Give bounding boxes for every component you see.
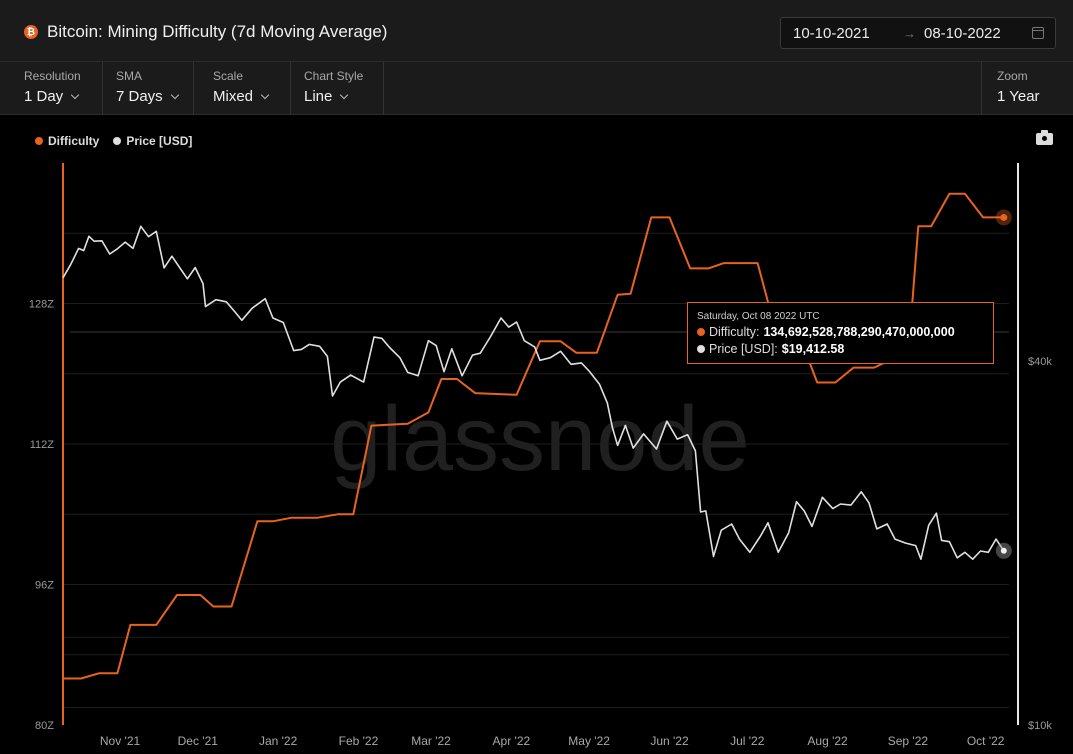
legend-swatch-price bbox=[113, 137, 122, 145]
x-tick-label: Mar '22 bbox=[411, 734, 451, 748]
tooltip-swatch-price bbox=[697, 345, 705, 353]
x-tick-label: Aug '22 bbox=[807, 734, 848, 748]
legend-label-difficulty: Difficulty bbox=[48, 134, 100, 148]
scale-label: Scale bbox=[213, 69, 244, 83]
chart-style-label: Chart Style bbox=[304, 69, 364, 83]
tooltip-difficulty-label: Difficulty: bbox=[709, 325, 760, 339]
legend-item-difficulty[interactable]: Difficulty bbox=[35, 134, 99, 148]
hover-tooltip: Saturday, Oct 08 2022 UTC Difficulty: 13… bbox=[687, 302, 994, 364]
date-range-picker[interactable]: 10-10-2021 → 08-10-2022 bbox=[780, 17, 1056, 49]
series-line-difficulty bbox=[63, 192, 1004, 680]
x-tick-label: Nov '21 bbox=[100, 734, 141, 748]
sma-label: SMA bbox=[116, 69, 143, 83]
y-tick-label: 128Z bbox=[29, 299, 54, 311]
y-tick-label: 96Z bbox=[35, 580, 54, 592]
series-line-price bbox=[62, 225, 1005, 560]
y-tick-label: 80Z bbox=[35, 720, 54, 732]
tooltip-difficulty-value: 134,692,528,788,290,470,000,000 bbox=[763, 325, 955, 339]
tooltip-swatch-difficulty bbox=[697, 328, 705, 336]
chart-style-value: Line bbox=[304, 88, 333, 105]
tooltip-date: Saturday, Oct 08 2022 UTC bbox=[697, 311, 820, 322]
date-from[interactable]: 10-10-2021 bbox=[793, 24, 870, 42]
arrow-right-icon: → bbox=[903, 25, 916, 41]
resolution-value: 1 Day bbox=[24, 88, 64, 105]
zoom-label: Zoom bbox=[997, 69, 1028, 83]
tooltip-row-difficulty: Difficulty: 134,692,528,788,290,470,000,… bbox=[697, 325, 984, 339]
scale-dropdown[interactable]: Scale Mixed bbox=[213, 62, 291, 114]
zoom-value: 1 Year bbox=[997, 88, 1040, 105]
marker-difficulty bbox=[1000, 213, 1008, 221]
y-tick-label: 112Z bbox=[30, 439, 55, 451]
x-tick-label: Feb '22 bbox=[339, 734, 379, 748]
chart-style-dropdown[interactable]: Chart Style Line bbox=[304, 62, 384, 114]
legend-swatch-difficulty bbox=[35, 137, 43, 145]
legend-item-price[interactable]: Price [USD] bbox=[113, 134, 192, 148]
x-tick-label: Oct '22 bbox=[967, 734, 1005, 748]
sma-dropdown[interactable]: SMA 7 Days bbox=[116, 62, 194, 114]
resolution-label: Resolution bbox=[24, 69, 81, 83]
chart-title: Bitcoin: Mining Difficulty (7d Moving Av… bbox=[47, 22, 388, 41]
x-tick-label: Sep '22 bbox=[888, 734, 929, 748]
x-tick-label: Jan '22 bbox=[259, 734, 298, 748]
title-wrap: ₿ Bitcoin: Mining Difficulty (7d Moving … bbox=[24, 22, 387, 42]
x-tick-label: Apr '22 bbox=[493, 734, 531, 748]
scale-value: Mixed bbox=[213, 88, 254, 105]
y-right-tick-label: $40k bbox=[1028, 356, 1052, 368]
chart-legend: Difficulty Price [USD] bbox=[35, 134, 206, 148]
tooltip-row-price: Price [USD]: $19,412.58 bbox=[697, 342, 984, 356]
calendar-icon[interactable] bbox=[1032, 27, 1044, 39]
x-tick-label: Jun '22 bbox=[650, 734, 689, 748]
y-right-tick-label: $10k bbox=[1028, 720, 1052, 732]
x-axis-ticks: Nov '21 Dec '21 Jan '22 Feb '22 Mar '22 Apr '… bbox=[100, 734, 1005, 748]
y-axis-right-ticks: $10k $40k bbox=[1028, 356, 1052, 732]
chart-canvas: glassnode 80Z 96Z 112Z 128Z $10k $40k Nov '2… bbox=[29, 163, 1052, 748]
legend-label-price: Price [USD] bbox=[126, 134, 193, 148]
sma-value: 7 Days bbox=[116, 88, 163, 105]
x-tick-label: May '22 bbox=[568, 734, 610, 748]
watermark: glassnode bbox=[330, 388, 749, 490]
hover-markers bbox=[995, 209, 1012, 559]
tooltip-price-label: Price [USD]: bbox=[709, 342, 778, 356]
chevron-down-icon bbox=[70, 90, 80, 100]
controls-bar: Resolution 1 Day SMA 7 Days Scale Mixed … bbox=[0, 62, 1073, 115]
chevron-down-icon bbox=[260, 90, 270, 100]
chevron-down-icon bbox=[340, 90, 349, 100]
x-tick-label: Dec '21 bbox=[178, 734, 219, 748]
x-tick-label: Jul '22 bbox=[730, 734, 765, 748]
date-to[interactable]: 08-10-2022 bbox=[924, 24, 1001, 42]
camera-icon[interactable] bbox=[1036, 130, 1053, 145]
resolution-dropdown[interactable]: Resolution 1 Day bbox=[24, 62, 103, 114]
grid-lines bbox=[63, 232, 1009, 708]
y-axis-left-ticks: 80Z 96Z 112Z 128Z bbox=[29, 299, 54, 733]
top-bar: ₿ Bitcoin: Mining Difficulty (7d Moving … bbox=[0, 0, 1073, 62]
zoom-dropdown[interactable]: Zoom 1 Year bbox=[981, 62, 1073, 114]
tooltip-price-value: $19,412.58 bbox=[781, 342, 845, 356]
marker-price bbox=[1000, 547, 1007, 554]
chevron-down-icon bbox=[170, 90, 179, 100]
bitcoin-icon: ₿ bbox=[24, 25, 38, 39]
